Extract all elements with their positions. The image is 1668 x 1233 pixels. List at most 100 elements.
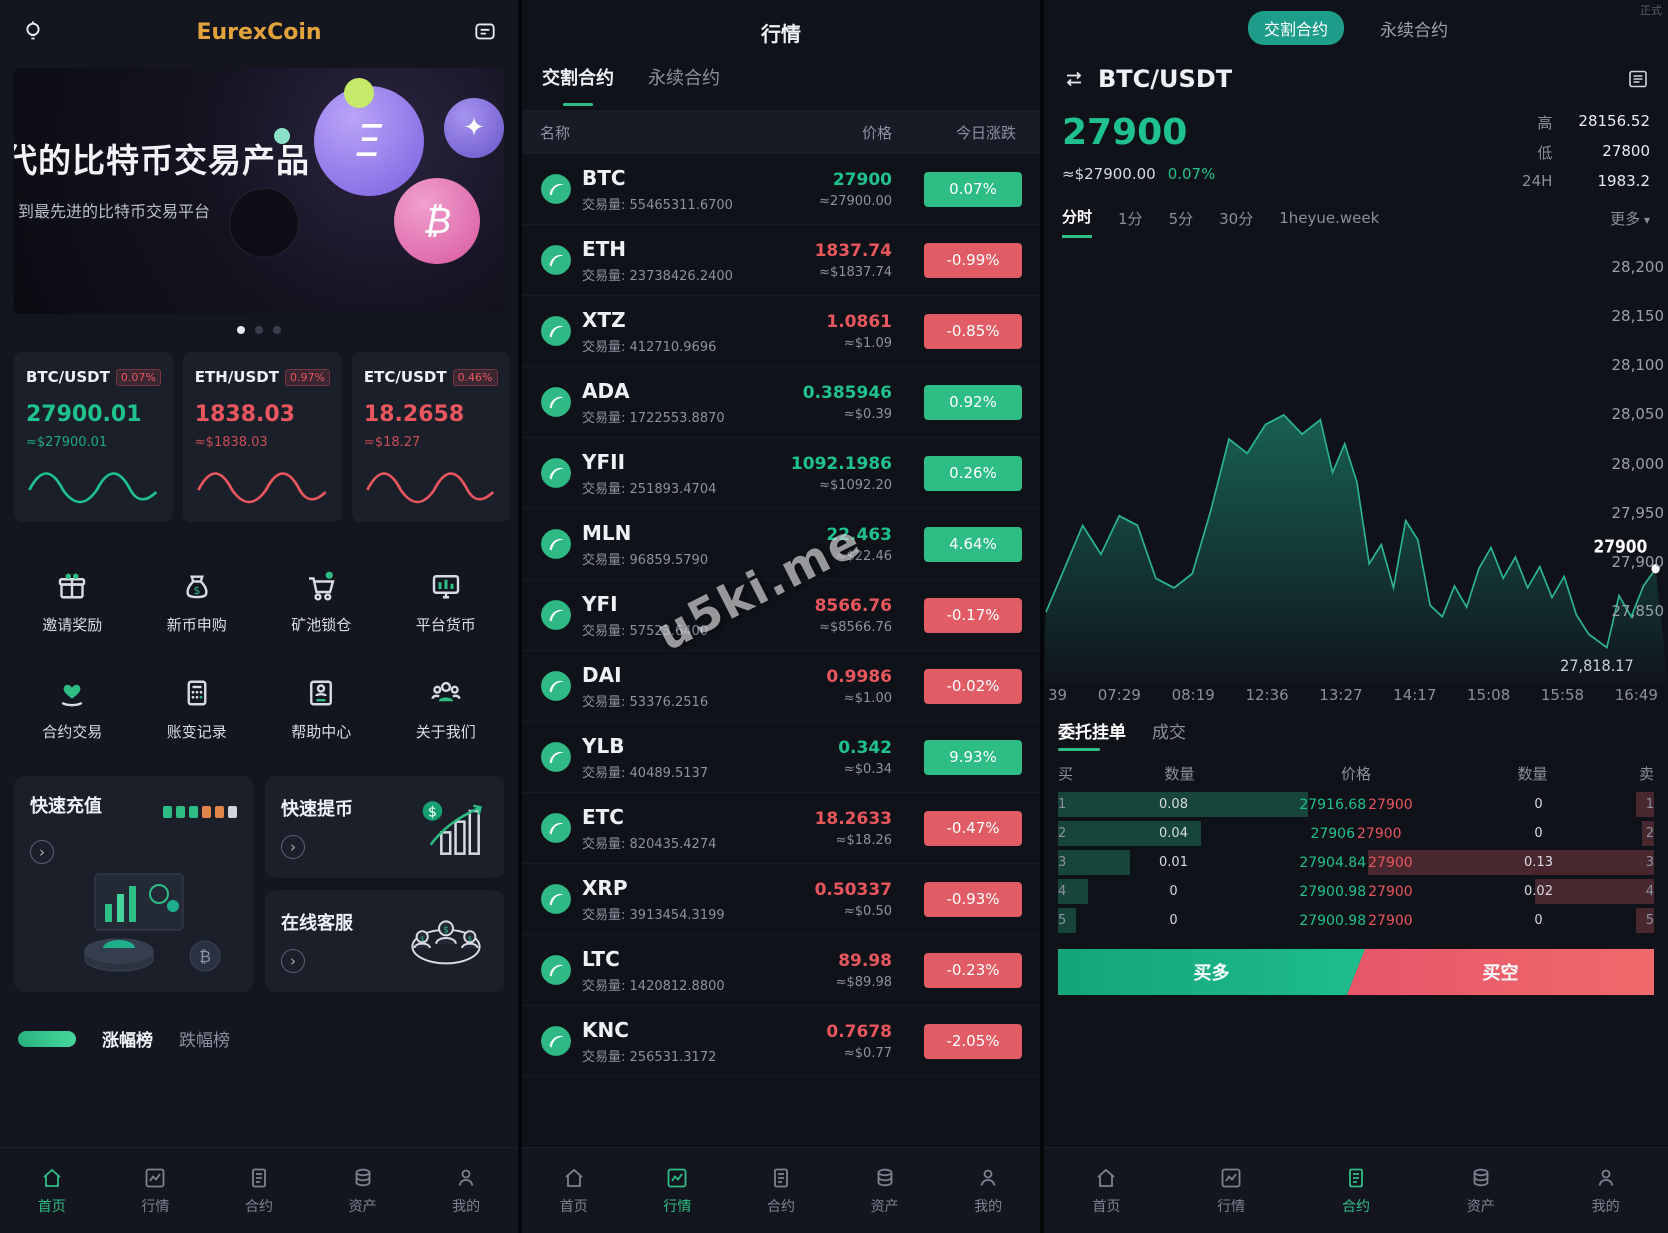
- arrow-circle-icon[interactable]: ›: [281, 949, 305, 973]
- buy-long-button[interactable]: 买多: [1058, 949, 1365, 995]
- quick-withdraw-card[interactable]: 快速提币 › $: [265, 776, 504, 878]
- market-tabs: 交割合约 永续合约: [522, 64, 1040, 110]
- orderbook-row[interactable]: 4 0 27900.98 27900 0.02 4: [1058, 877, 1654, 906]
- price-chart[interactable]: 27900 27,818.17 28,200 28,150 28,100 28,050…: [1044, 242, 1668, 684]
- nav-home[interactable]: 首页: [0, 1148, 104, 1233]
- nav-home[interactable]: 首页: [1044, 1148, 1169, 1233]
- tab-losers[interactable]: 跌幅榜: [179, 1031, 230, 1051]
- nav-market[interactable]: 行情: [104, 1148, 208, 1233]
- contract-type-pill[interactable]: 永续合约: [1380, 20, 1448, 41]
- feature-help-center[interactable]: 帮助中心: [259, 669, 384, 742]
- orderbook-tab[interactable]: 委托挂单: [1058, 718, 1126, 753]
- volume-value: 1420812.8800: [629, 978, 725, 994]
- coin-row[interactable]: YFI 交易量: 57523.6400 8566.76 ≈$8566.76 -0…: [522, 580, 1040, 651]
- orderbook-tabs: 委托挂单 成交: [1058, 718, 1654, 753]
- message-icon[interactable]: [470, 17, 500, 47]
- coin-row[interactable]: XTZ 交易量: 412710.9696 1.0861 ≈$1.09 -0.85…: [522, 296, 1040, 367]
- interval-tab[interactable]: 30分: [1219, 209, 1254, 228]
- x-axis-label: 39: [1048, 686, 1068, 704]
- carousel-dots[interactable]: [0, 326, 518, 334]
- coin-row[interactable]: XRP 交易量: 3913454.3199 0.50337 ≈$0.50 -0.…: [522, 864, 1040, 935]
- sell-short-button[interactable]: 买空: [1347, 949, 1654, 995]
- volume-label: 交易量:: [582, 978, 626, 994]
- interval-tab[interactable]: 5分: [1168, 209, 1194, 228]
- coin-row[interactable]: DAI 交易量: 53376.2516 0.9986 ≈$1.00 -0.02%: [522, 651, 1040, 722]
- change-badge: -0.85%: [924, 313, 1022, 349]
- nav-contract[interactable]: 合约: [1294, 1148, 1419, 1233]
- pair-row: BTC/USDT: [1044, 56, 1668, 102]
- coin-price: 0.50337: [814, 879, 892, 900]
- nav-contract[interactable]: 合约: [207, 1148, 311, 1233]
- depth-list-icon[interactable]: [1626, 67, 1650, 91]
- ticker-price: 18.2658: [363, 402, 465, 427]
- feature-platform-coin[interactable]: 平台货币: [384, 562, 509, 635]
- online-service-card[interactable]: 在线客服 › $ $ $: [265, 890, 504, 992]
- nav-mine[interactable]: 我的: [414, 1148, 518, 1233]
- nav-contract[interactable]: 合约: [729, 1148, 833, 1233]
- interval-tab[interactable]: 1heyue.week: [1279, 209, 1380, 227]
- nav-assets[interactable]: 资产: [311, 1148, 415, 1233]
- home-header: EurexCoin: [0, 0, 518, 64]
- market-tab[interactable]: 永续合约: [648, 68, 720, 89]
- ticker-card[interactable]: ETC/USDT 0.46% 18.2658 ≈$18.27: [351, 352, 510, 522]
- orderbook-row[interactable]: 5 0 27900.98 27900 0 5: [1058, 906, 1654, 935]
- volume-label: 交易量:: [582, 765, 626, 781]
- feature-contract-trade[interactable]: 合约交易: [10, 669, 135, 742]
- orderbook-row[interactable]: 2 0.04 27906 27900 0 2: [1058, 819, 1654, 848]
- ticker-card[interactable]: ETH/USDT 0.97% 1838.03 ≈$1838.03: [182, 352, 342, 522]
- nav-label: 合约: [766, 1198, 795, 1215]
- coin-row[interactable]: MLN 交易量: 96859.5790 22.463 ≈$22.46 4.64%: [522, 509, 1040, 580]
- coin-row[interactable]: LTC 交易量: 1420812.8800 89.98 ≈$89.98 -0.2…: [522, 935, 1040, 1006]
- coin-icon: [540, 954, 572, 986]
- rank-indicator-pill: [18, 1030, 76, 1047]
- coin-row[interactable]: ETC 交易量: 820435.4274 18.2633 ≈$18.26 -0.…: [522, 793, 1040, 864]
- price-approx: ≈$27900.00: [1062, 165, 1156, 183]
- nav-assets[interactable]: 资产: [1418, 1148, 1543, 1233]
- coin-row[interactable]: YLB 交易量: 40489.5137 0.342 ≈$0.34 9.93%: [522, 722, 1040, 793]
- banner-carousel[interactable]: 代的比特币交易产品 到最先进的比特币交易平台: [14, 68, 504, 314]
- arrow-circle-icon[interactable]: ›: [281, 835, 305, 859]
- coin-approx: ≈$0.39: [843, 406, 892, 422]
- coin-name: DAI: [582, 662, 622, 687]
- nav-mine[interactable]: 我的: [1543, 1148, 1668, 1233]
- nav-label: 我的: [974, 1198, 1003, 1215]
- interval-tab[interactable]: 分时: [1062, 206, 1093, 238]
- market-tab[interactable]: 交割合约: [542, 64, 614, 110]
- interval-tab[interactable]: 1分: [1118, 209, 1143, 228]
- nav-mine[interactable]: 我的: [936, 1148, 1040, 1233]
- feature-mining-lock[interactable]: 矿池锁仓: [259, 562, 384, 635]
- coin-icon: [540, 599, 572, 631]
- coin-row[interactable]: ETH 交易量: 23738426.2400 1837.74 ≈$1837.74…: [522, 225, 1040, 296]
- coin-row[interactable]: BTC 交易量: 55465311.6700 27900 ≈27900.00 0…: [522, 154, 1040, 225]
- coin-row[interactable]: KNC 交易量: 256531.3172 0.7678 ≈$0.77 -2.05…: [522, 1006, 1040, 1077]
- ticker-card[interactable]: BTC/USDT 0.07% 27900.01 ≈$27900.01: [14, 352, 173, 522]
- interval-tab[interactable]: 更多: [1610, 208, 1650, 237]
- tab-gainers[interactable]: 涨幅榜: [102, 1031, 153, 1051]
- nav-market[interactable]: 行情: [1169, 1148, 1294, 1233]
- sell-price: 27900: [1368, 883, 1413, 900]
- sell-price: 27900: [1368, 854, 1413, 871]
- feature-ledger[interactable]: 账变记录: [135, 669, 260, 742]
- quick-recharge-card[interactable]: 快速充值 › ₿: [14, 776, 253, 992]
- arrow-circle-icon[interactable]: ›: [30, 840, 54, 864]
- feature-new-coin[interactable]: $ 新币申购: [135, 562, 260, 635]
- ticker-change-badge: 0.07%: [115, 368, 161, 386]
- nav-market[interactable]: 行情: [626, 1148, 730, 1233]
- orderbook-tab[interactable]: 成交: [1152, 723, 1186, 743]
- coin-row[interactable]: ADA 交易量: 1722553.8870 0.385946 ≈$0.39 0.…: [522, 367, 1040, 438]
- rank-tabs: 涨幅榜 跌幅榜: [18, 1026, 500, 1051]
- nav-home[interactable]: 首页: [522, 1148, 626, 1233]
- coin-icon: [540, 1025, 572, 1057]
- volume-label: 交易量:: [582, 197, 626, 213]
- coin-row[interactable]: YFII 交易量: 251893.4704 1092.1986 ≈$1092.2…: [522, 438, 1040, 509]
- x-axis-label: 15:08: [1467, 686, 1511, 704]
- orderbook-row[interactable]: 3 0.01 27904.84 27900 0.13 3: [1058, 848, 1654, 877]
- orderbook-row[interactable]: 1 0.08 27916.68 27900 0 1: [1058, 790, 1654, 819]
- interval-tabs: 分时 1分 5分 30分 1heyue.week 更多: [1044, 206, 1668, 238]
- feature-invite-reward[interactable]: 邀请奖励: [10, 562, 135, 635]
- nav-label: 首页: [37, 1198, 66, 1215]
- feature-about-us[interactable]: 关于我们: [384, 669, 509, 742]
- contract-type-pill[interactable]: 交割合约: [1247, 11, 1344, 45]
- swap-icon[interactable]: [1062, 67, 1086, 91]
- nav-assets[interactable]: 资产: [833, 1148, 937, 1233]
